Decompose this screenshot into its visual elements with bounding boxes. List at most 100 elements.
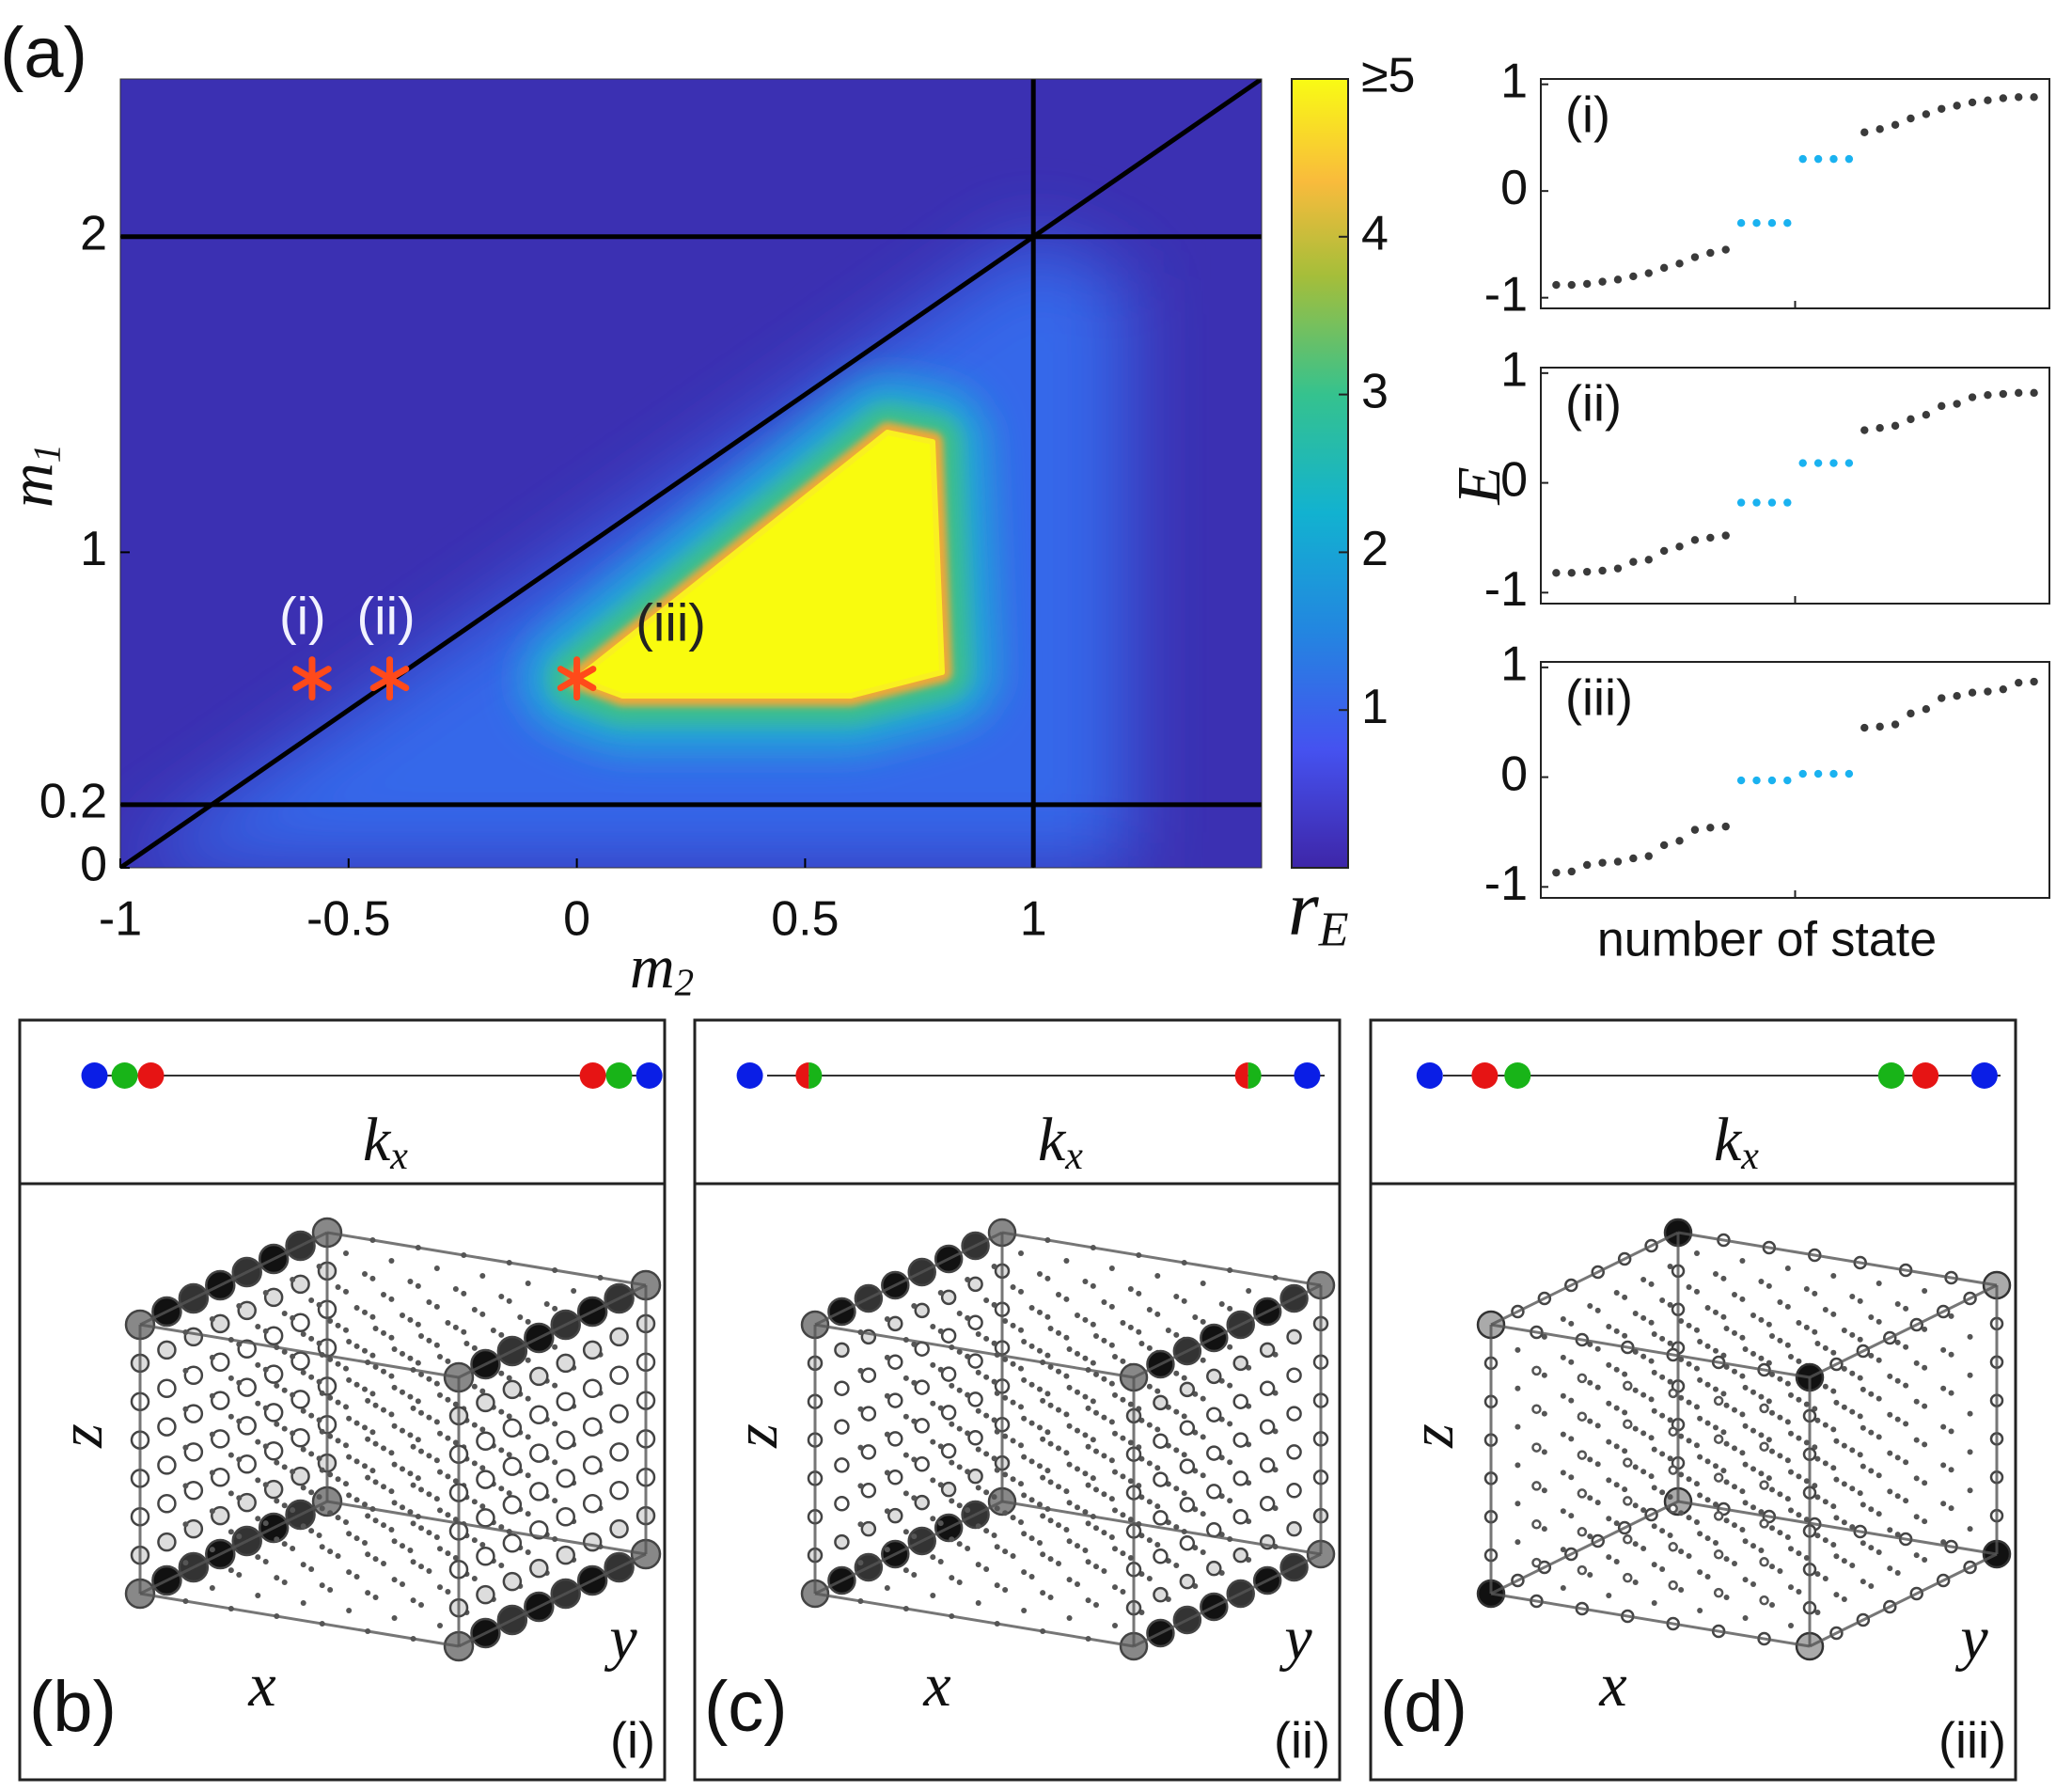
- lattice-site: [391, 1577, 398, 1583]
- cube-edge: [326, 1231, 647, 1287]
- lattice-site: [937, 1328, 944, 1334]
- state-dot: [1783, 498, 1792, 507]
- lattice-site: [1766, 1321, 1772, 1328]
- lattice-site: [1112, 1469, 1118, 1475]
- lattice-site: [391, 1423, 398, 1429]
- cube-edge: [1490, 1592, 1811, 1648]
- lattice-site: [930, 1361, 936, 1368]
- lattice-site: [1181, 1297, 1187, 1304]
- lattice-site: [582, 1494, 603, 1514]
- lattice-site: [369, 1275, 376, 1281]
- lattice-site: [372, 1402, 379, 1408]
- lattice-site: [1648, 1319, 1655, 1326]
- lattice-site: [308, 1412, 315, 1419]
- lattice-site: [407, 1548, 414, 1553]
- state-dot: [2015, 93, 2023, 102]
- lattice-site: [1153, 1471, 1169, 1487]
- lattice-site: [914, 1456, 930, 1472]
- lattice-site: [343, 1250, 349, 1256]
- lattice-site: [415, 1437, 421, 1443]
- state-dot: [1798, 769, 1807, 778]
- lattice-site: [407, 1509, 414, 1516]
- state-dot: [1629, 854, 1638, 863]
- lattice-site: [343, 1288, 349, 1295]
- state-dot: [1783, 776, 1792, 785]
- lattice-site: [211, 1505, 230, 1526]
- lattice-site: [479, 1465, 486, 1471]
- state-dot: [1613, 857, 1623, 866]
- lattice-site: [1146, 1499, 1153, 1505]
- lattice-site: [1640, 1469, 1647, 1475]
- lattice-site: [209, 1316, 215, 1322]
- lattice-site: [388, 1527, 395, 1533]
- lattice-site: [445, 1550, 451, 1557]
- lattice-site: [937, 1290, 944, 1296]
- lattice-site: [1777, 1568, 1783, 1574]
- lattice-site: [445, 1358, 451, 1364]
- lattice-site: [1668, 1542, 1678, 1552]
- x-axis-label: number of state: [1597, 913, 1937, 967]
- lattice-site: [362, 1540, 368, 1546]
- lattice-site: [255, 1516, 261, 1522]
- colorbar-tick-label: 1: [1361, 680, 1389, 734]
- lattice-site: [1040, 1590, 1046, 1596]
- panel-label: (b): [29, 1667, 117, 1747]
- lattice-site: [437, 1354, 443, 1360]
- lattice-site: [552, 1498, 558, 1504]
- lattice-site: [343, 1365, 349, 1372]
- lattice-site: [1686, 1322, 1692, 1328]
- lattice-site: [1568, 1513, 1575, 1519]
- lattice-site: [343, 1442, 349, 1449]
- lattice-site: [1200, 1357, 1206, 1363]
- lattice-site: [308, 1566, 315, 1572]
- lattice-site: [407, 1279, 414, 1284]
- lattice-site: [1146, 1537, 1153, 1544]
- lattice-site: [372, 1556, 379, 1563]
- lattice-site: [1868, 1314, 1875, 1320]
- lattice-site: [353, 1535, 360, 1542]
- lattice-site: [1010, 1322, 1016, 1328]
- lattice-site: [552, 1344, 558, 1350]
- lattice-site: [1948, 1313, 1954, 1319]
- lattice-site: [1082, 1432, 1089, 1438]
- lattice-site: [965, 1430, 971, 1437]
- lattice-site: [1758, 1509, 1765, 1516]
- lattice-site: [911, 1572, 918, 1578]
- lattice-site: [346, 1569, 353, 1576]
- lattice-site: [1758, 1432, 1765, 1438]
- lattice-site: [1632, 1311, 1639, 1316]
- x-axis-label-sub: 2: [675, 962, 694, 1004]
- plot-frame: [119, 78, 1263, 869]
- lattice-site: [1594, 1423, 1601, 1429]
- lattice-site: [346, 1492, 353, 1499]
- lattice-site: [400, 1504, 405, 1511]
- lattice-site: [415, 1398, 421, 1405]
- lattice-site: [1678, 1471, 1685, 1478]
- lattice-site: [255, 1438, 261, 1445]
- lattice-site: [445, 1473, 451, 1480]
- lattice-site: [236, 1456, 243, 1463]
- lattice-site: [1667, 1494, 1673, 1501]
- lattice-site: [255, 1361, 261, 1368]
- lattice-site: [1090, 1321, 1096, 1328]
- lattice-site: [1047, 1440, 1054, 1447]
- lattice-site: [1146, 1383, 1153, 1390]
- lattice-site: [975, 1485, 981, 1491]
- lattice-site: [1179, 1420, 1196, 1436]
- lattice-site: [209, 1354, 215, 1360]
- lattice-site: [1082, 1470, 1089, 1477]
- lattice-site: [1021, 1492, 1028, 1499]
- state-dot: [1736, 219, 1746, 228]
- lattice-site: [433, 1303, 440, 1310]
- lattice-site: [1206, 1445, 1222, 1461]
- lattice-site: [471, 1460, 478, 1467]
- lattice-site: [335, 1399, 341, 1406]
- lattice-site: [1037, 1501, 1043, 1508]
- lattice-site: [1028, 1305, 1035, 1311]
- lattice-site: [965, 1507, 971, 1514]
- lattice-site: [1286, 1406, 1302, 1422]
- lattice-site: [1659, 1297, 1666, 1303]
- lattice-site: [308, 1297, 315, 1303]
- lattice-site: [209, 1431, 215, 1438]
